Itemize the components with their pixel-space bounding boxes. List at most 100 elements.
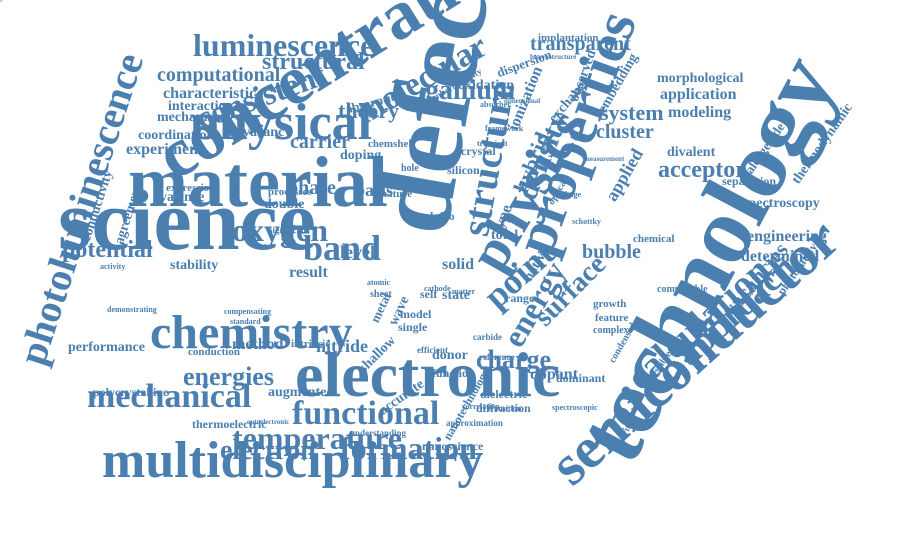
- cloud-word: functional: [292, 395, 440, 433]
- cloud-word: complex: [593, 324, 629, 336]
- cloud-word: yellow: [0, 0, 27, 2]
- cloud-word: electron: [220, 435, 316, 467]
- cloud-word: spectroscopy: [743, 195, 820, 211]
- cloud-word: doping: [340, 147, 382, 163]
- cloud-word: thermoelectric: [192, 417, 267, 432]
- cloud-word: reference: [479, 351, 515, 362]
- cloud-word: phase: [287, 176, 336, 199]
- cloud-word: lafeo: [430, 209, 455, 224]
- cloud-word: structural: [262, 49, 365, 76]
- cloud-word: system: [600, 99, 664, 125]
- cloud-word: dimensional: [504, 97, 541, 106]
- cloud-word: morphological: [657, 70, 744, 86]
- cloud-word: efficient: [417, 344, 448, 355]
- cloud-word: transparent: [530, 32, 631, 55]
- cloud-word: crystal: [461, 144, 496, 159]
- cloud-word: diffraction: [476, 401, 531, 416]
- cloud-word: mechanism: [157, 109, 225, 125]
- cloud-word: luminescence: [193, 26, 375, 63]
- cloud-word: energies: [183, 361, 274, 391]
- cloud-word: approximation: [446, 417, 503, 428]
- cloud-word: silicon: [447, 163, 480, 178]
- cloud-word: interaction: [168, 98, 234, 114]
- cloud-word: mechanical: [87, 378, 252, 416]
- cloud-word: expression: [166, 181, 216, 194]
- cloud-word: augmented: [268, 384, 335, 400]
- cloud-word: band: [303, 228, 382, 269]
- cloud-word: acceptor: [658, 157, 746, 184]
- cloud-word: nature: [381, 187, 412, 200]
- cloud-word: formation: [340, 429, 477, 466]
- cloud-word: separation: [722, 174, 776, 189]
- cloud-word: vacancy: [243, 124, 292, 140]
- cloud-word: application: [660, 85, 737, 103]
- cloud-word: function: [432, 366, 475, 381]
- cloud-word: basis: [355, 180, 394, 201]
- cloud-word: experiment: [126, 140, 204, 158]
- cloud-word: charge: [476, 344, 552, 374]
- cloud-word: science: [58, 172, 316, 269]
- cloud-word: processes: [268, 185, 312, 198]
- cloud-word: temperature: [232, 419, 402, 456]
- cloud-word: electronic: [295, 338, 561, 410]
- cloud-word: theory: [338, 97, 400, 123]
- cloud-word: coordination: [138, 127, 215, 143]
- cloud-word: nature: [0, 0, 28, 2]
- cloud-word: polycrystalline: [93, 385, 169, 400]
- cloud-word: double: [264, 196, 305, 212]
- cloud-word: activity: [100, 262, 126, 272]
- cloud-word: model: [400, 307, 432, 322]
- cloud-word: level: [340, 242, 375, 263]
- cloud-word: self: [420, 287, 438, 302]
- cloud-word: correlation: [462, 402, 500, 412]
- cloud-word: sheet: [370, 288, 392, 300]
- cloud-word: compensating: [224, 307, 272, 317]
- cloud-word: engineering: [747, 227, 827, 245]
- cloud-word: cathode: [424, 284, 451, 294]
- cloud-word: feature: [595, 311, 629, 324]
- cloud-word: determined: [741, 247, 820, 265]
- cloud-word: matter: [452, 287, 476, 297]
- cloud-word: performance: [68, 339, 145, 355]
- cloud-word: growth: [593, 297, 627, 310]
- cloud-word: demonstrating: [107, 305, 157, 315]
- cloud-word: optoelectronic: [247, 418, 290, 427]
- cloud-word: method: [232, 335, 284, 353]
- cloud-word: hole: [401, 162, 419, 174]
- cloud-word: potential: [62, 237, 153, 264]
- cloud-word: physical: [190, 94, 373, 152]
- cloud-word: nanoscience: [422, 439, 484, 454]
- cloud-word: nitride: [316, 336, 368, 357]
- cloud-word: bubble: [582, 240, 641, 263]
- cloud-word: total: [491, 227, 519, 243]
- cloud-word: chemistry: [150, 305, 353, 359]
- cloud-word: implantation: [538, 31, 599, 44]
- cloud-word: oxidation: [458, 77, 515, 93]
- cloud-word: measurement: [584, 155, 625, 164]
- cloud-word: result: [289, 263, 328, 281]
- cloud-word: divalent: [667, 144, 716, 160]
- cloud-word: package: [553, 190, 581, 200]
- cloud-word: valence: [160, 189, 205, 205]
- cloud-word: understanding: [350, 427, 407, 438]
- cloud-word: modeling: [668, 103, 732, 121]
- cloud-word: dominant: [556, 371, 606, 386]
- cloud-word: comparable: [657, 283, 708, 295]
- cloud-word: single: [398, 320, 428, 335]
- cloud-word: dopant: [530, 365, 579, 383]
- cloud-word: transient: [477, 139, 508, 149]
- cloud-word: range: [505, 291, 535, 306]
- cloud-word: dielectric: [480, 387, 528, 402]
- cloud-word: cluster: [596, 120, 654, 143]
- cloud-word: schottky: [572, 217, 601, 227]
- cloud-word: heterostructure: [530, 53, 577, 62]
- cloud-word: gallium: [425, 75, 516, 107]
- cloud-word: material: [128, 141, 388, 222]
- cloud-word: donor: [432, 347, 468, 363]
- cloud-word: characteristic: [163, 84, 257, 102]
- cloud-word: carbide: [473, 331, 502, 342]
- cloud-word: solid: [442, 255, 475, 273]
- cloud-word: conduction: [188, 345, 240, 358]
- cloud-word: stability: [170, 257, 219, 273]
